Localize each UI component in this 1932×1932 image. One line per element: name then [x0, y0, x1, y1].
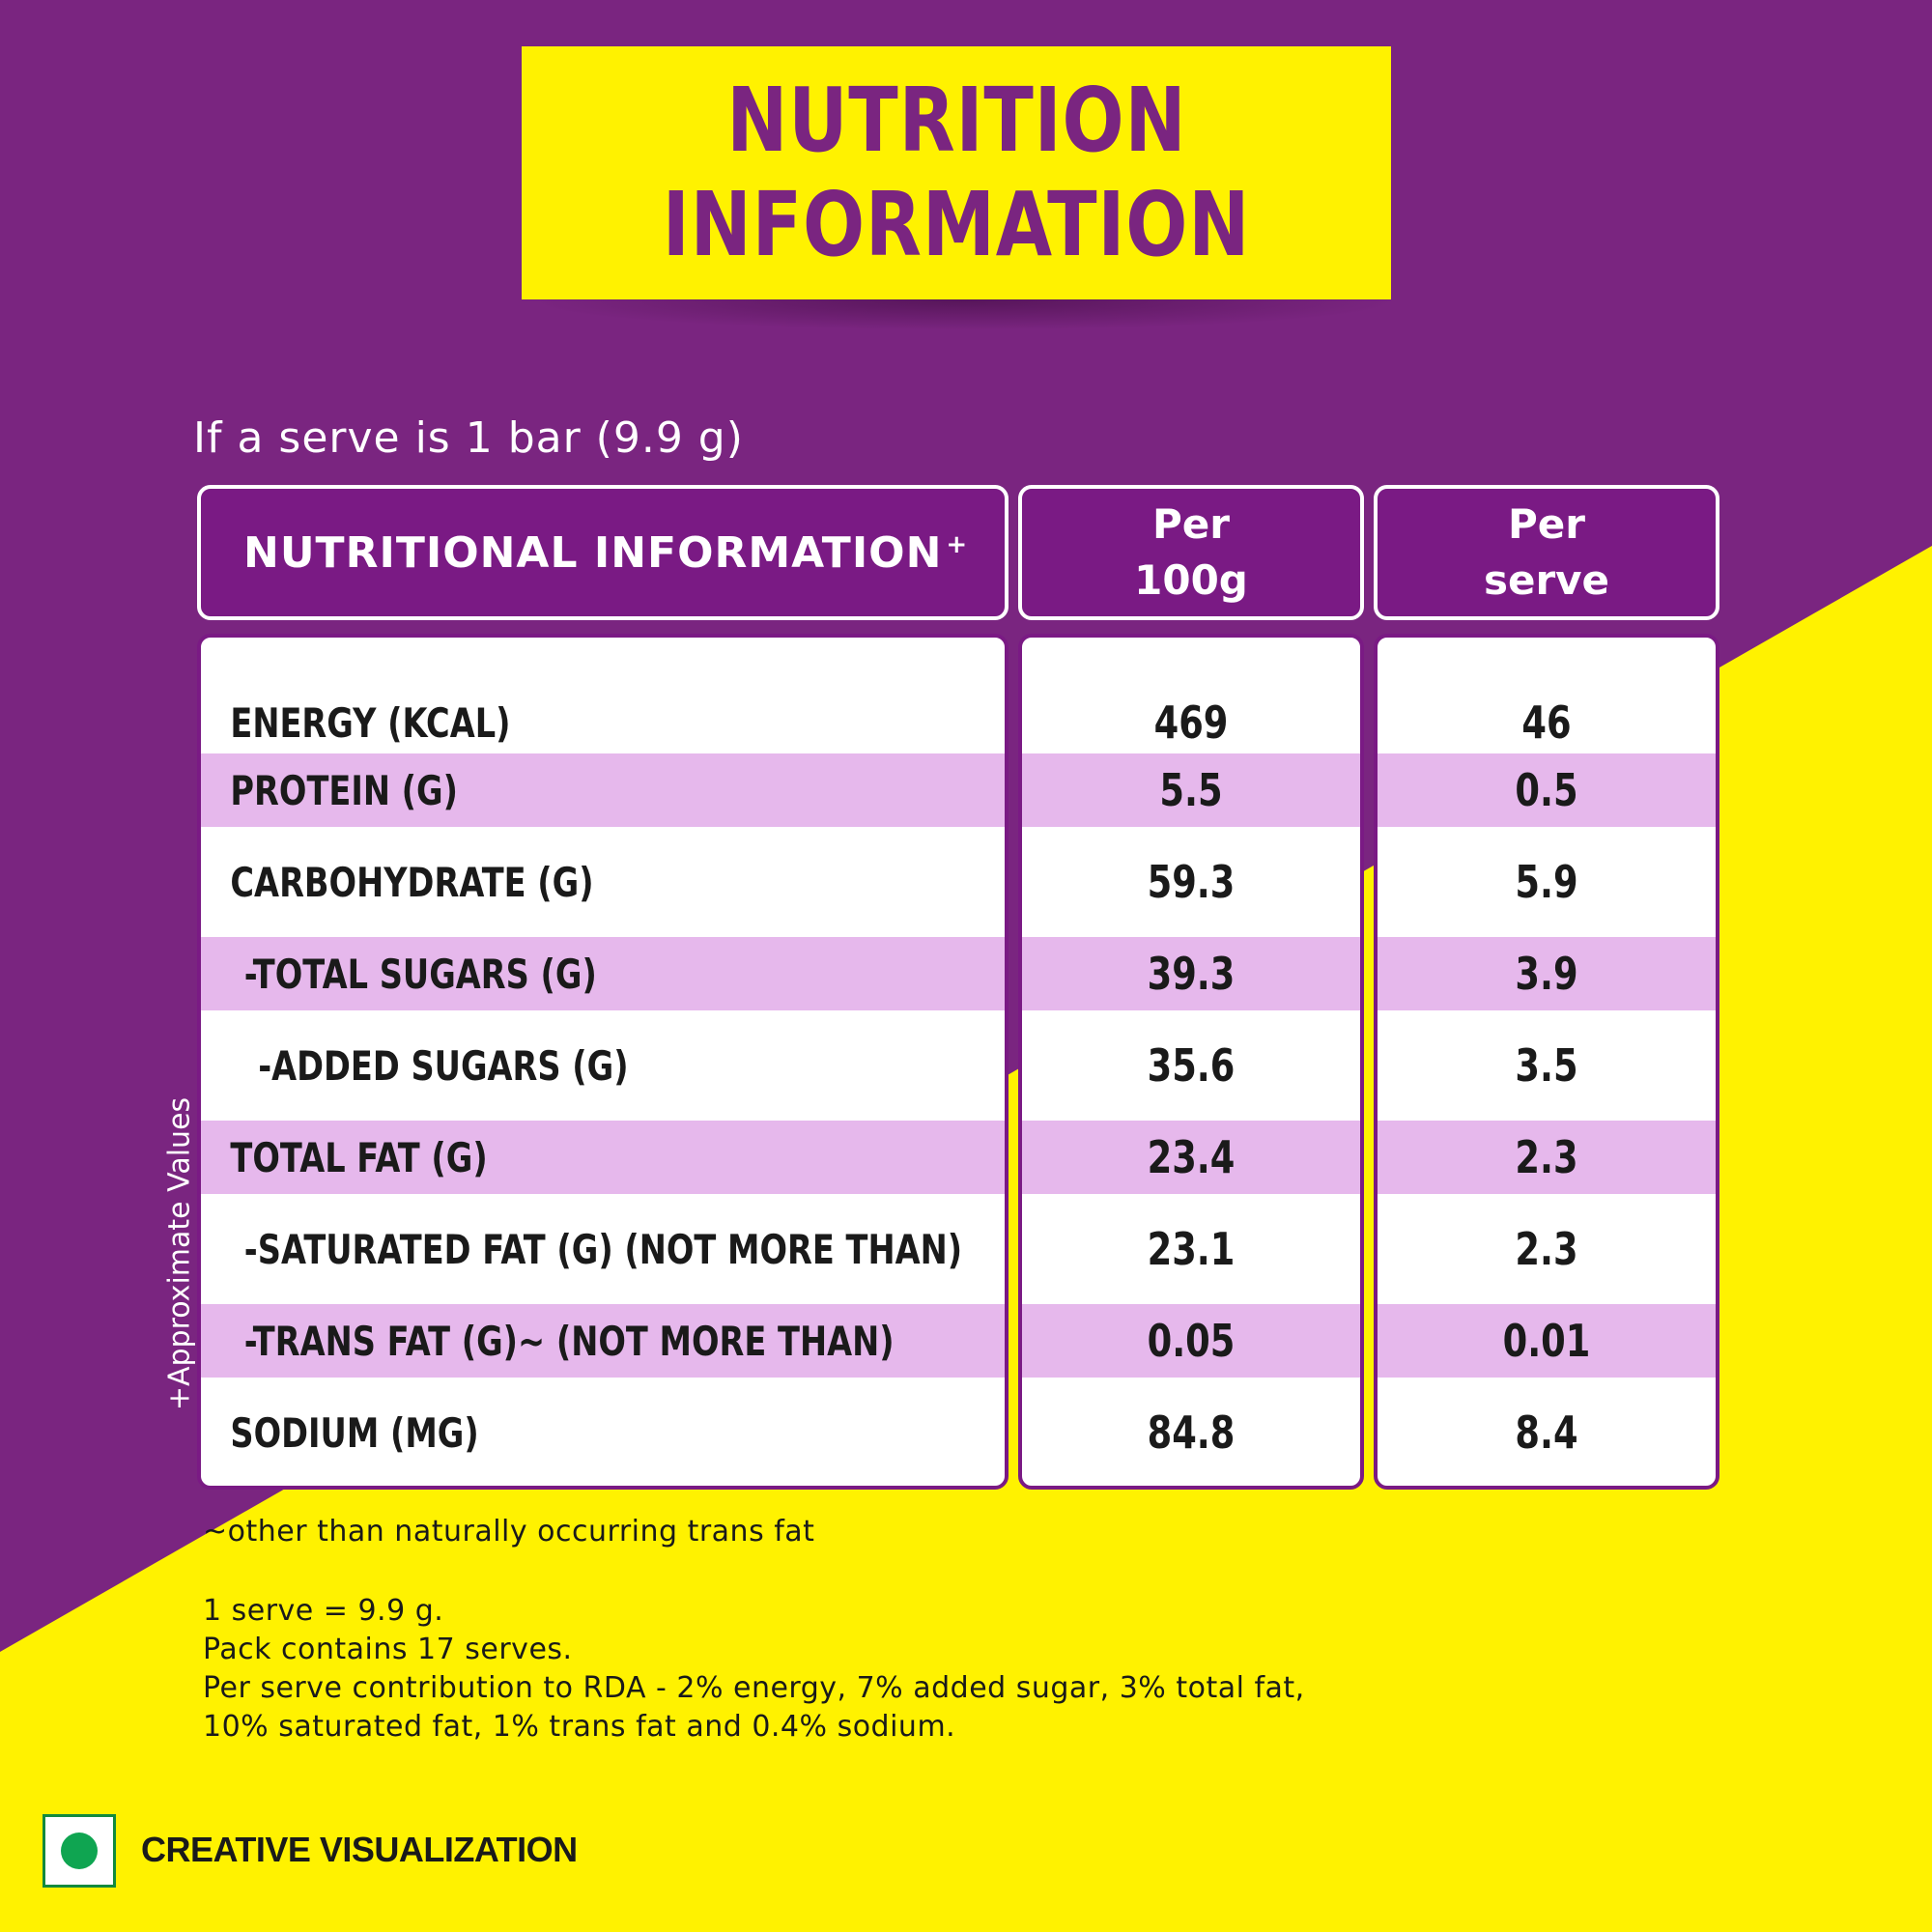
per-100g-column: 469 5.5 59.3 39.3 35.6 23.4 23.1 0.05 84… — [1018, 634, 1364, 1490]
value-per-serve: 46 — [1521, 696, 1572, 749]
table-header-per-serve: Per serve — [1374, 485, 1719, 620]
title-line-2: INFORMATION — [662, 173, 1251, 276]
value-per-serve: 5.9 — [1515, 856, 1578, 908]
table-row: 3.5 — [1378, 1029, 1716, 1102]
value-per-serve: 8.4 — [1515, 1406, 1578, 1459]
value-per-100g: 59.3 — [1147, 856, 1236, 908]
nutrient-label: -TRANS FAT (G)~ (NOT MORE THAN) — [243, 1317, 895, 1365]
value-per-serve: 3.9 — [1515, 948, 1578, 1000]
header-col2-line2: serve — [1483, 556, 1610, 604]
value-per-100g: 23.1 — [1147, 1223, 1236, 1275]
table-row: -TOTAL SUGARS (G) — [201, 937, 1005, 1010]
value-per-100g: 469 — [1153, 696, 1229, 749]
table-row: 2.3 — [1378, 1121, 1716, 1194]
value-per-serve: 0.01 — [1502, 1315, 1591, 1367]
header-label-text: NUTRITIONAL INFORMATION — [243, 527, 943, 578]
header-col1-line2: 100g — [1134, 556, 1248, 604]
nutrient-label: PROTEIN (G) — [230, 766, 458, 814]
value-per-serve: 2.3 — [1515, 1131, 1578, 1183]
table-row: 84.8 — [1022, 1396, 1360, 1469]
header-col1-line1: Per — [1152, 500, 1230, 548]
per-serve-column: 46 0.5 5.9 3.9 3.5 2.3 2.3 0.01 8.4 — [1374, 634, 1719, 1490]
nutrient-label: -SATURATED FAT (G) (NOT MORE THAN) — [243, 1225, 963, 1273]
veg-mark-icon — [43, 1814, 116, 1888]
table-header-per-100g: Per 100g — [1018, 485, 1364, 620]
table-row: 23.4 — [1022, 1121, 1360, 1194]
table-row: 35.6 — [1022, 1029, 1360, 1102]
table-row: 5.9 — [1378, 845, 1716, 919]
table-row: 0.5 — [1378, 753, 1716, 827]
title-banner: NUTRITION INFORMATION — [522, 46, 1391, 299]
value-per-serve: 0.5 — [1515, 764, 1578, 816]
nutrient-label: -ADDED SUGARS (G) — [258, 1041, 629, 1090]
table-row: 469 — [1022, 686, 1360, 759]
header-col2-line1: Per — [1508, 500, 1585, 548]
nutrient-label: TOTAL FAT (G) — [230, 1133, 488, 1181]
table-row: 23.1 — [1022, 1212, 1360, 1286]
table-row: 3.9 — [1378, 937, 1716, 1010]
table-row: 39.3 — [1022, 937, 1360, 1010]
table-row: 2.3 — [1378, 1212, 1716, 1286]
rda-footnote-line-1: Per serve contribution to RDA - 2% energ… — [203, 1671, 1305, 1705]
table-header-label: NUTRITIONAL INFORMATION + — [197, 485, 1009, 620]
header-approx-mark: + — [946, 530, 969, 559]
table-row: TOTAL FAT (G) — [201, 1121, 1005, 1194]
value-per-serve: 2.3 — [1515, 1223, 1578, 1275]
table-row: 46 — [1378, 686, 1716, 759]
value-per-serve: 3.5 — [1515, 1039, 1578, 1092]
table-row: CARBOHYDRATE (G) — [201, 845, 1005, 919]
nutrient-label: SODIUM (MG) — [230, 1408, 479, 1457]
nutrient-label-column: ENERGY (KCAL) PROTEIN (G) CARBOHYDRATE (… — [197, 634, 1009, 1490]
serve-size-footnote: 1 serve = 9.9 g. — [203, 1594, 444, 1628]
value-per-100g: 39.3 — [1147, 948, 1236, 1000]
table-row: SODIUM (MG) — [201, 1396, 1005, 1469]
table-row: 0.05 — [1022, 1304, 1360, 1378]
trans-fat-footnote: ~other than naturally occurring trans fa… — [203, 1515, 815, 1548]
nutrient-label: -TOTAL SUGARS (G) — [243, 950, 597, 998]
nutrient-label: ENERGY (KCAL) — [230, 698, 511, 747]
table-row: 0.01 — [1378, 1304, 1716, 1378]
value-per-100g: 0.05 — [1147, 1315, 1236, 1367]
table-row: 59.3 — [1022, 845, 1360, 919]
value-per-100g: 23.4 — [1147, 1131, 1236, 1183]
table-row: -TRANS FAT (G)~ (NOT MORE THAN) — [201, 1304, 1005, 1378]
table-row: 5.5 — [1022, 753, 1360, 827]
table-row: ENERGY (KCAL) — [201, 686, 1005, 759]
serve-size-note: If a serve is 1 bar (9.9 g) — [193, 413, 744, 463]
table-row: -SATURATED FAT (G) (NOT MORE THAN) — [201, 1212, 1005, 1286]
table-row: -ADDED SUGARS (G) — [201, 1029, 1005, 1102]
approximate-values-note: +Approximate Values — [162, 1096, 197, 1411]
title-line-1: NUTRITION — [725, 69, 1187, 172]
table-row: PROTEIN (G) — [201, 753, 1005, 827]
table-row: 8.4 — [1378, 1396, 1716, 1469]
pack-serves-footnote: Pack contains 17 serves. — [203, 1633, 573, 1666]
value-per-100g: 5.5 — [1159, 764, 1223, 816]
value-per-100g: 84.8 — [1147, 1406, 1236, 1459]
rda-footnote-line-2: 10% saturated fat, 1% trans fat and 0.4%… — [203, 1710, 956, 1744]
nutrient-label: CARBOHYDRATE (G) — [230, 858, 594, 906]
creative-visualization-label: CREATIVE VISUALIZATION — [141, 1830, 578, 1869]
value-per-100g: 35.6 — [1147, 1039, 1236, 1092]
veg-dot-icon — [61, 1833, 98, 1869]
